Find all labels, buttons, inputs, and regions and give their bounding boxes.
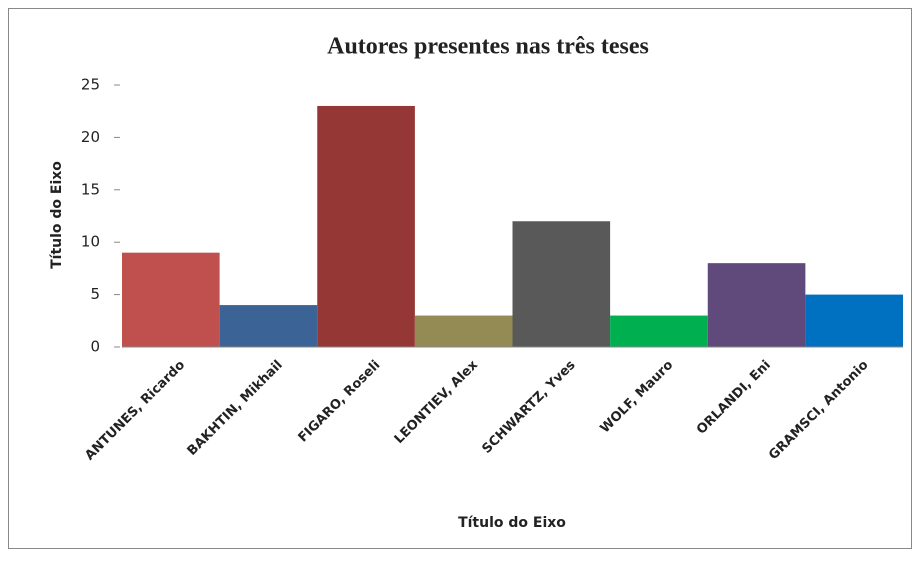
y-tick-label: 0: [90, 338, 100, 356]
bar: [512, 221, 611, 347]
y-tick-label: 5: [90, 285, 100, 303]
x-axis-title: Título do Eixo: [458, 515, 566, 531]
bar: [219, 305, 318, 347]
bar: [317, 105, 415, 348]
y-tick-label: 15: [81, 180, 100, 198]
y-tick-label: 10: [81, 233, 100, 251]
bar: [707, 263, 806, 347]
bar: [414, 315, 513, 347]
y-tick-label: 25: [81, 76, 100, 94]
bar: [610, 315, 708, 347]
chart-title: Autores presentes nas três teses: [327, 34, 649, 60]
bar: [122, 252, 220, 347]
y-tick-label: 20: [81, 128, 100, 146]
bar: [805, 294, 903, 347]
y-axis-title: Título do Eixo: [49, 161, 65, 269]
